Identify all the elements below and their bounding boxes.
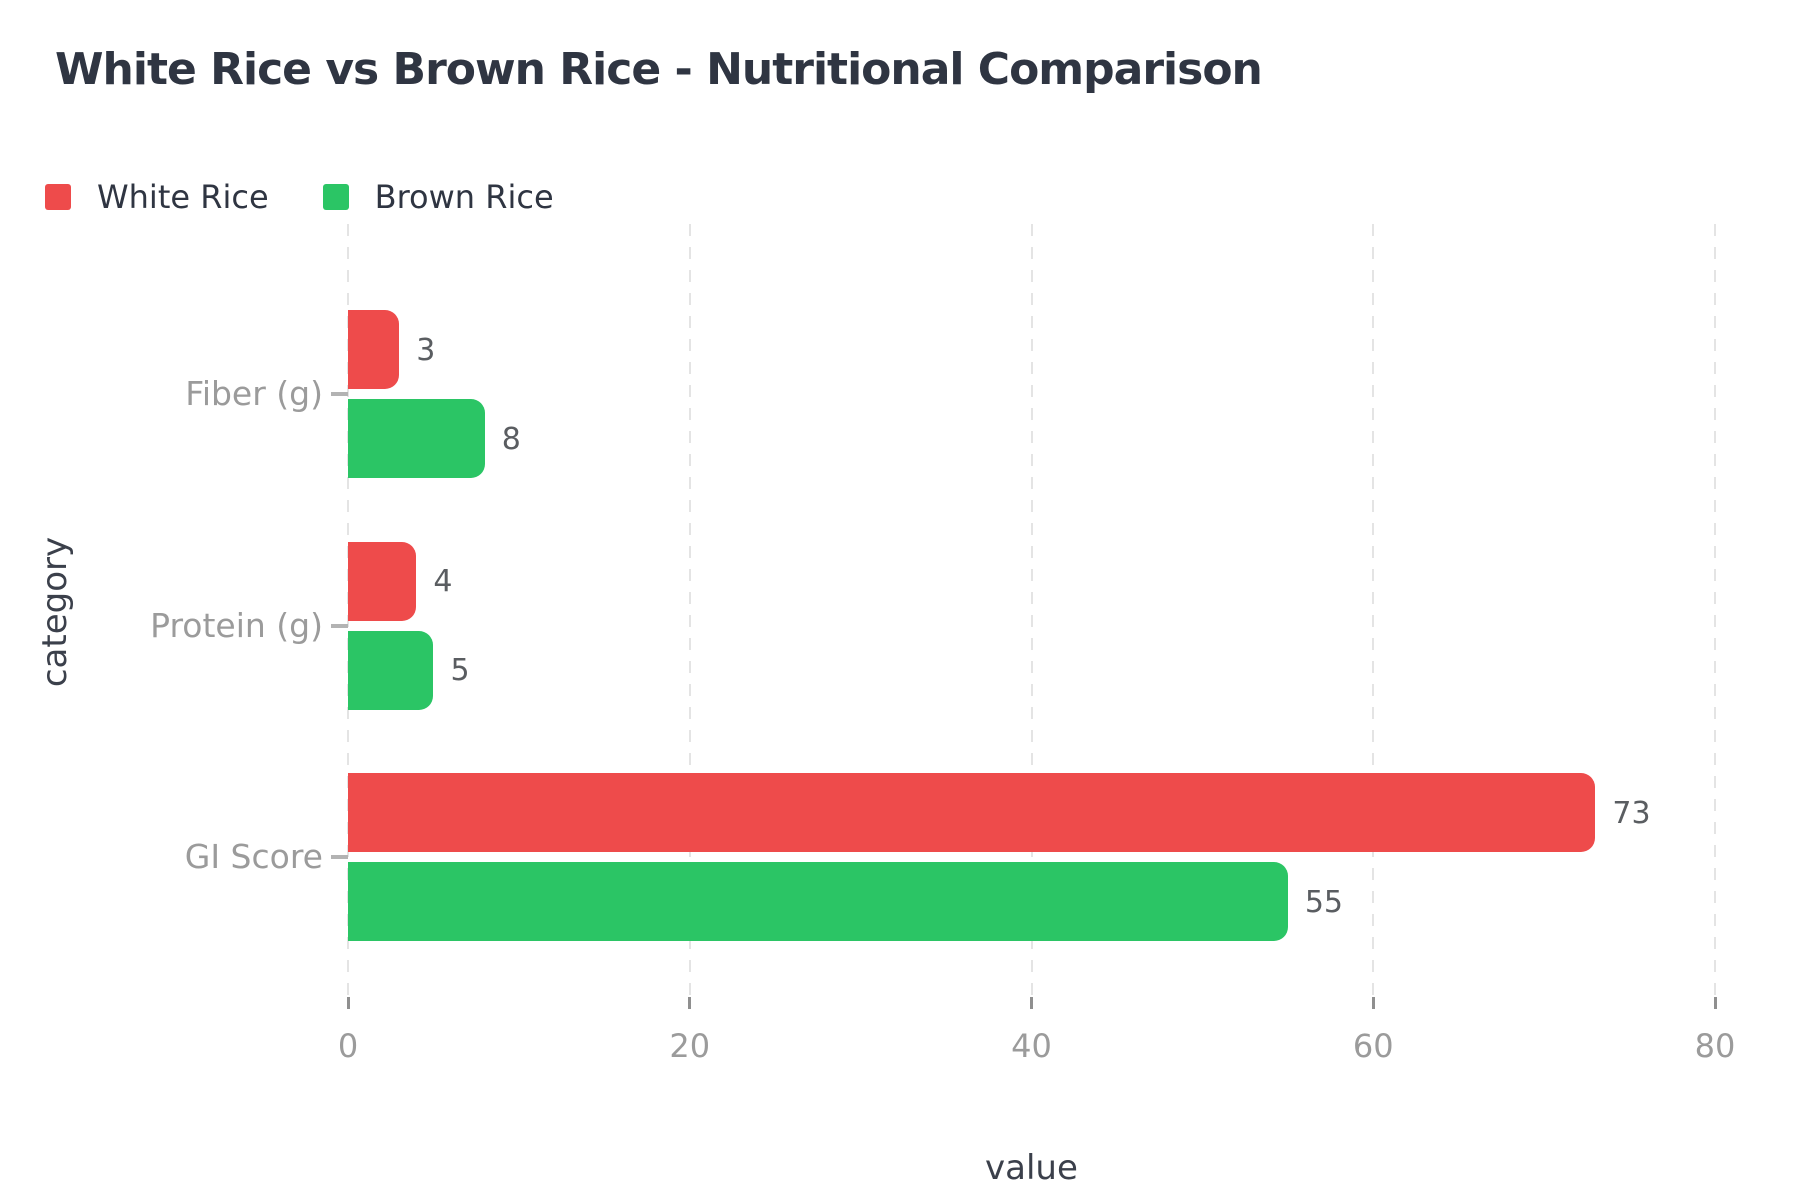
legend-swatch-brown-rice	[322, 184, 349, 210]
gridline-x-60	[1372, 224, 1375, 997]
x-tick-mark-20	[688, 997, 692, 1009]
x-axis-title: value	[985, 1148, 1078, 1188]
x-tick-mark-60	[1371, 997, 1375, 1009]
bar-white-rice-fiber-g[interactable]	[348, 310, 400, 389]
category-tick-protein-g	[331, 623, 348, 628]
bar-brown-rice-fiber-g[interactable]	[348, 399, 485, 478]
category-label-fiber-g: Fiber (g)	[185, 374, 323, 413]
bar-value-brown-rice-fiber-g: 8	[501, 421, 521, 457]
bar-value-white-rice-gi-score: 73	[1612, 795, 1651, 831]
legend-item-brown-rice[interactable]: Brown Rice	[322, 178, 554, 216]
x-tick-label-0: 0	[337, 1027, 359, 1065]
bar-value-white-rice-protein-g: 4	[433, 564, 453, 599]
category-tick-fiber-g	[331, 392, 348, 396]
y-axis-title: category	[35, 536, 75, 688]
legend-label-brown-rice: Brown Rice	[374, 178, 554, 216]
x-tick-mark-80	[1713, 997, 1717, 1009]
legend-item-white-rice[interactable]: White Rice	[45, 178, 269, 216]
category-label-protein-g: Protein (g)	[150, 605, 323, 645]
gridline-x-40	[1030, 224, 1033, 997]
x-tick-label-60: 60	[1352, 1027, 1394, 1065]
bar-value-brown-rice-gi-score: 55	[1304, 884, 1343, 920]
x-tick-label-20: 20	[669, 1027, 711, 1065]
bar-white-rice-protein-g[interactable]	[348, 541, 417, 621]
bar-white-rice-gi-score[interactable]	[348, 773, 1596, 852]
legend: White Rice Brown Rice	[45, 178, 554, 216]
bar-value-brown-rice-protein-g: 5	[450, 653, 470, 688]
bar-brown-rice-gi-score[interactable]	[348, 862, 1288, 941]
x-tick-label-80: 80	[1694, 1027, 1736, 1065]
category-label-gi-score: GI Score	[184, 837, 323, 876]
chart-title: White Rice vs Brown Rice - Nutritional C…	[55, 44, 1263, 95]
gridline-x-80	[1714, 224, 1716, 997]
bar-value-white-rice-fiber-g: 3	[416, 332, 436, 368]
x-tick-mark-40	[1030, 997, 1033, 1009]
bar-brown-rice-protein-g[interactable]	[348, 630, 434, 710]
legend-label-white-rice: White Rice	[97, 178, 269, 216]
legend-swatch-white-rice	[45, 184, 71, 210]
x-tick-label-40: 40	[1011, 1027, 1052, 1065]
x-tick-mark-0	[346, 997, 350, 1009]
gridline-x-20	[688, 224, 691, 997]
category-tick-gi-score	[331, 855, 348, 859]
